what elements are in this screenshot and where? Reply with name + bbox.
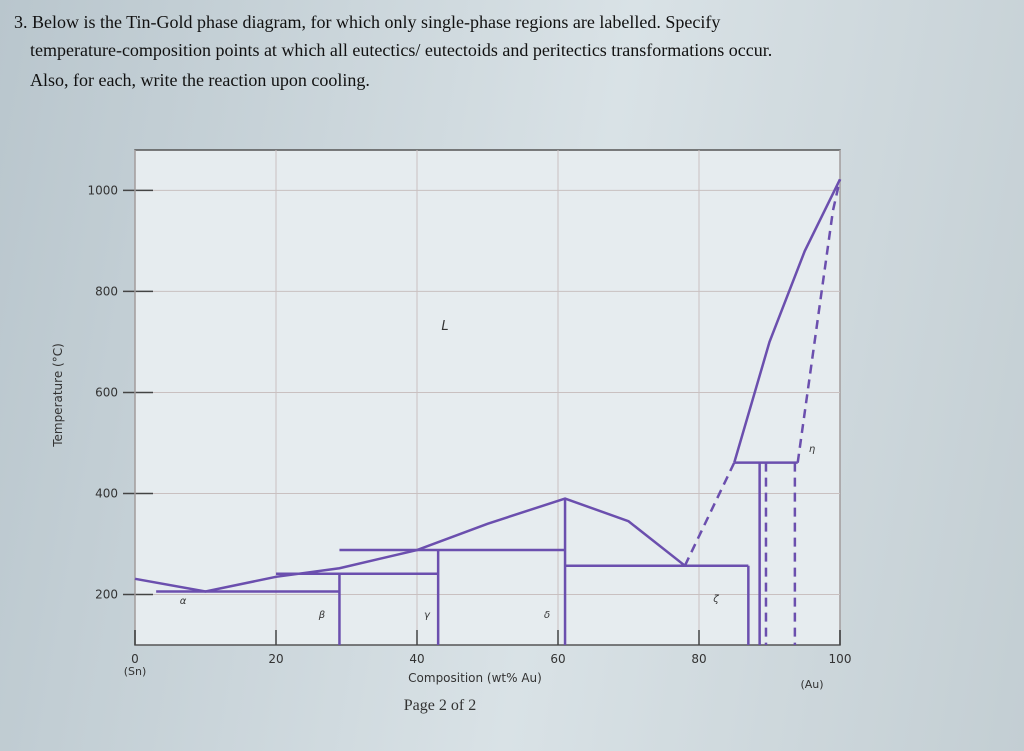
x-tick-label: 80 — [691, 652, 706, 666]
y-tick-label: 200 — [95, 587, 118, 601]
region-label: β — [318, 610, 326, 621]
y-tick-label: 800 — [95, 284, 118, 298]
x-tick-label: 60 — [550, 652, 565, 666]
plot-frame — [134, 149, 841, 646]
region-label: η — [809, 444, 815, 455]
region-label: ζ — [712, 594, 719, 605]
phase-boundary — [683, 462, 736, 567]
page-number: Page 2 of 2 — [404, 697, 476, 714]
region-label: α — [180, 596, 187, 607]
x-tick-label: 0 — [131, 652, 139, 666]
question-line: temperature-composition points at which … — [30, 40, 773, 60]
x-end-label: (Au) — [800, 678, 823, 691]
phase-boundary — [733, 178, 842, 464]
x-end-label: (Sn) — [124, 665, 147, 678]
region-label: L — [441, 319, 448, 334]
phase-boundary — [796, 179, 842, 463]
x-axis-label: Composition (wt% Au) — [408, 671, 542, 685]
y-axis-label: Temperature (°C) — [51, 343, 65, 448]
x-tick-label: 20 — [268, 652, 283, 666]
x-tick-label: 40 — [409, 652, 424, 666]
question-line: 3. Below is the Tin-Gold phase diagram, … — [14, 12, 721, 32]
y-tick-label: 600 — [95, 385, 118, 399]
x-tick-label: 100 — [829, 652, 852, 666]
question-line: Also, for each, write the reaction upon … — [30, 70, 370, 90]
region-label: δ — [544, 610, 550, 621]
y-tick-label: 1000 — [87, 183, 118, 197]
region-label: γ — [424, 610, 431, 621]
y-tick-label: 400 — [95, 486, 118, 500]
